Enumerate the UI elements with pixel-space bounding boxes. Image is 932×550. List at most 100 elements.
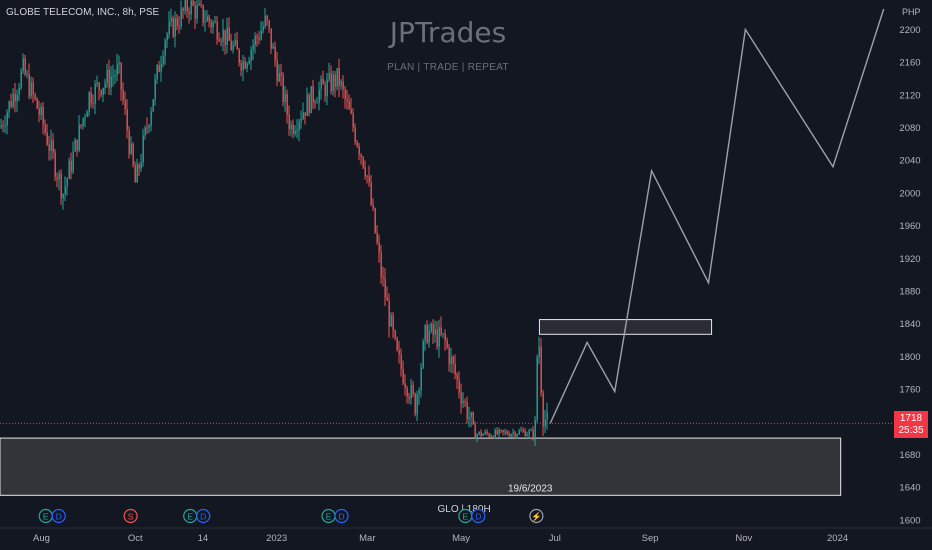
time-tick-label: Mar <box>359 533 375 544</box>
symbol-title[interactable]: GLOBE TELECOM, INC., 8h, PSE <box>6 7 160 18</box>
candle-body <box>128 130 130 154</box>
candle-body <box>470 412 472 418</box>
candle-body <box>78 124 80 151</box>
price-tick-label: 1640 <box>899 483 920 494</box>
candle-body <box>72 151 74 172</box>
candle-body <box>392 315 394 331</box>
candle-body <box>122 89 124 101</box>
candle-body <box>424 325 426 342</box>
candle-body <box>368 176 370 183</box>
time-tick-label: Aug <box>33 533 50 544</box>
candle-body <box>342 81 344 90</box>
candle-body <box>398 350 400 355</box>
candle-body <box>302 112 304 119</box>
time-axis[interactable]: Aug Oct 14 2023 Mar May Jul Sep Nov 2024 <box>0 527 932 544</box>
candle-body <box>10 101 12 107</box>
event-markers-layer[interactable]: E D S E D E D E D ⚡ <box>38 508 544 524</box>
candle-body <box>228 27 230 41</box>
candle-body <box>444 333 446 341</box>
candle-body <box>40 106 42 115</box>
candle-body <box>270 28 272 49</box>
projection-line <box>549 8 885 424</box>
candle-body <box>418 389 420 394</box>
candle-body <box>420 367 422 390</box>
candle-body <box>478 431 480 435</box>
price-tick-label: 2000 <box>899 188 920 199</box>
candle-body <box>22 58 24 72</box>
current-price-badge: 1718 25:35 <box>894 411 928 438</box>
event-icon[interactable] <box>471 508 486 524</box>
candle-body <box>518 430 520 435</box>
candle-body <box>512 432 514 434</box>
price-tick-label: 2040 <box>899 156 920 167</box>
candle-body <box>468 417 470 419</box>
event-icon[interactable] <box>334 508 349 524</box>
event-icon-label: E <box>326 512 332 522</box>
event-icon-label: S <box>128 512 134 522</box>
candle-body <box>176 18 178 27</box>
candle-body <box>510 433 512 437</box>
candle-body <box>404 383 406 388</box>
candle-body <box>94 84 96 104</box>
candle-body <box>44 124 46 133</box>
candle-body <box>166 34 168 41</box>
candle-body <box>84 116 86 119</box>
candle-body <box>274 46 276 61</box>
candle-body <box>50 140 52 151</box>
candle-body <box>486 431 488 434</box>
candle-body <box>224 29 226 46</box>
candle-body <box>286 93 288 115</box>
time-tick-label: Jul <box>549 533 561 544</box>
candle-body <box>172 17 174 37</box>
candle-body <box>314 102 316 104</box>
candle-body <box>92 102 94 104</box>
candle-body <box>450 356 452 365</box>
event-icon[interactable] <box>123 508 138 524</box>
candle-body <box>366 175 368 177</box>
candle-body <box>298 121 300 131</box>
candle-body <box>528 430 530 435</box>
zones-layer: 19/6/2023 <box>0 319 842 496</box>
candle-body <box>496 430 498 435</box>
candle-body <box>64 186 66 195</box>
watermark-subtitle: PLAN | TRADE | REPEAT <box>387 62 509 73</box>
candle-body <box>146 127 148 129</box>
candle-body <box>454 363 456 375</box>
candle-body <box>514 432 516 437</box>
candle-body <box>364 167 366 176</box>
candle-body <box>438 327 440 347</box>
candle-body <box>88 92 90 112</box>
candle-body <box>46 132 48 145</box>
candle-body <box>400 354 402 369</box>
candle-body <box>218 39 220 41</box>
price-axis[interactable]: 1600164016801720176018001840188019201960… <box>899 25 920 526</box>
candle-body <box>292 124 294 134</box>
candle-body <box>346 99 348 102</box>
event-icon[interactable] <box>529 508 544 524</box>
candle-body <box>332 74 334 92</box>
candle-body <box>538 346 540 358</box>
event-icon-label: E <box>462 512 468 522</box>
candle-body <box>222 29 224 42</box>
candle-body <box>244 61 246 69</box>
candle-body <box>504 431 506 433</box>
candle-body <box>330 73 332 92</box>
candle-body <box>426 325 428 343</box>
candle-body <box>148 125 150 128</box>
candle-body <box>394 330 396 339</box>
candle-body <box>458 379 460 393</box>
candle-body <box>308 95 310 114</box>
candle-body <box>536 357 538 421</box>
candle-body <box>264 15 266 27</box>
candle-body <box>530 429 532 431</box>
candle-body <box>432 323 434 335</box>
event-icon[interactable] <box>51 508 66 524</box>
price-tick-label: 2200 <box>899 25 920 36</box>
candle-body <box>262 26 264 31</box>
candle-body <box>466 402 468 419</box>
candle-body <box>200 3 202 5</box>
candle-body <box>36 98 38 109</box>
event-icon[interactable] <box>196 508 211 524</box>
candle-body <box>74 139 76 152</box>
